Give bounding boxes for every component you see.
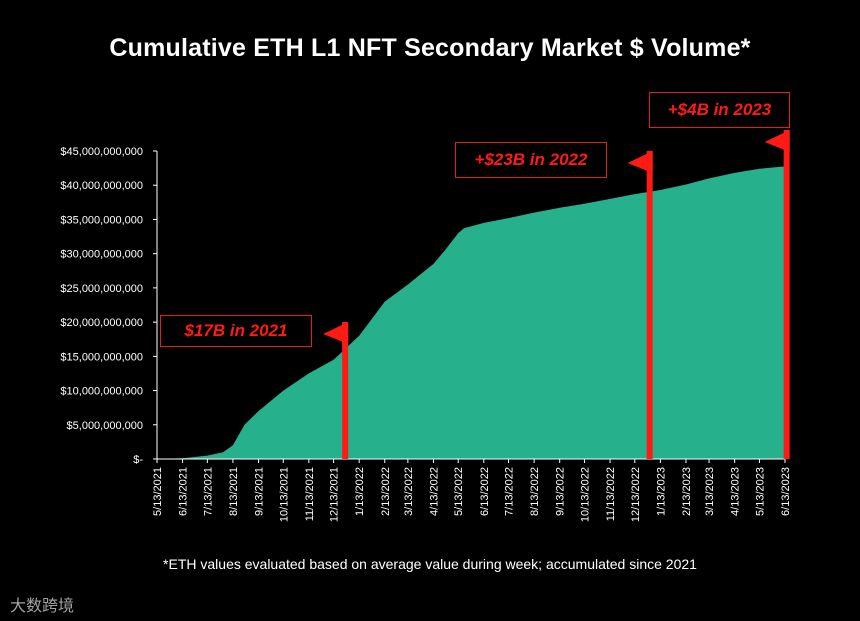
footnote: *ETH values evaluated based on average v…: [163, 556, 697, 572]
x-tick-label: 7/13/2022: [504, 467, 516, 516]
flag-pennant: [627, 151, 653, 173]
flag-pole: [783, 130, 790, 459]
x-tick-label: 6/13/2023: [780, 467, 792, 516]
x-tick-label: 8/13/2022: [529, 467, 541, 516]
annotation-2023: +$4B in 2023: [649, 92, 790, 128]
x-tick-label: 1/13/2022: [354, 467, 366, 516]
x-tick-label: 5/13/2022: [453, 467, 465, 516]
x-tick-label: 10/13/2022: [579, 467, 591, 522]
annotation-2021: $17B in 2021: [160, 315, 312, 347]
x-tick-label: 8/13/2021: [228, 467, 240, 516]
x-tick-label: 5/13/2021: [152, 467, 164, 516]
y-tick-label: $25,000,000,000: [60, 283, 143, 295]
cumulative-volume-area: [157, 166, 788, 459]
x-tick-label: 2/13/2022: [380, 467, 392, 516]
y-tick-label: $20,000,000,000: [60, 317, 143, 329]
flag-pole: [646, 151, 653, 459]
y-tick-label: $45,000,000,000: [60, 146, 143, 158]
x-tick-label: 4/13/2022: [428, 467, 440, 516]
x-tick-label: 3/13/2023: [704, 467, 716, 516]
chart-title: Cumulative ETH L1 NFT Secondary Market $…: [109, 34, 751, 62]
y-tick-label: $15,000,000,000: [60, 351, 143, 363]
x-tick-label: 1/13/2023: [655, 467, 667, 516]
annotation-2022: +$23B in 2022: [455, 142, 607, 178]
annotation-2022-text: +$23B in 2022: [474, 150, 588, 169]
x-tick-label: 6/13/2021: [178, 467, 190, 516]
y-tick-label: $-: [133, 454, 143, 466]
x-tick-label: 3/13/2022: [403, 467, 415, 516]
flag-pole: [342, 322, 349, 459]
x-tick-label: 5/13/2023: [754, 467, 766, 516]
y-tick-label: $30,000,000,000: [60, 249, 143, 261]
y-tick-label: $40,000,000,000: [60, 180, 143, 192]
y-tick-label: $5,000,000,000: [67, 420, 143, 432]
x-tick-label: 4/13/2023: [730, 467, 742, 516]
y-tick-label: $10,000,000,000: [60, 386, 143, 398]
annotation-2021-text: $17B in 2021: [184, 321, 288, 340]
watermark-logo: 大数跨境: [10, 596, 75, 615]
x-tick-label: 12/13/2022: [630, 467, 642, 522]
flag-pennant: [323, 322, 349, 344]
x-tick-label: 6/13/2022: [479, 467, 491, 516]
x-tick-label: 9/13/2021: [254, 467, 266, 516]
x-tick-label: 11/13/2022: [605, 467, 617, 521]
x-tick-label: 2/13/2023: [681, 467, 693, 516]
annotation-2023-text: +$4B in 2023: [667, 100, 772, 119]
flag-pennant: [764, 130, 790, 152]
x-tick-label: 12/13/2021: [329, 467, 341, 522]
x-tick-label: 9/13/2022: [555, 467, 567, 516]
x-tick-label: 7/13/2021: [202, 467, 214, 516]
x-tick-label: 11/13/2021: [304, 467, 316, 521]
y-tick-label: $35,000,000,000: [60, 214, 143, 226]
x-tick-label: 10/13/2021: [278, 467, 290, 522]
